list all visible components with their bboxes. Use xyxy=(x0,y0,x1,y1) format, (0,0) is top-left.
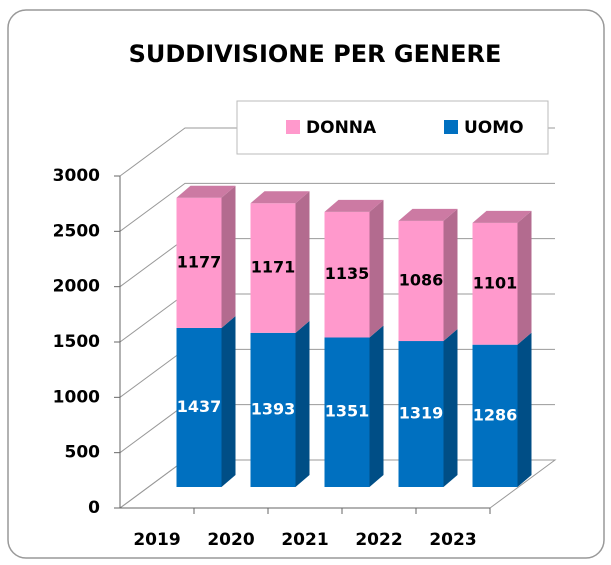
bar-side xyxy=(517,332,532,487)
data-label: 1086 xyxy=(399,270,444,289)
x-tick-label: 2019 xyxy=(133,530,180,550)
bar-front xyxy=(324,337,370,487)
bar-top xyxy=(324,199,384,212)
bar xyxy=(398,329,458,487)
bar xyxy=(250,320,310,487)
y-tick-label: 2000 xyxy=(53,277,100,297)
bar-side xyxy=(517,210,532,345)
data-label: 1171 xyxy=(251,258,296,277)
legend-items: DONNA UOMO xyxy=(286,118,524,138)
data-label: 1135 xyxy=(325,264,370,283)
x-tick-label: 2022 xyxy=(355,530,402,550)
y-tick-label: 2500 xyxy=(53,221,100,241)
bar-front xyxy=(472,222,518,345)
bar-front xyxy=(472,344,518,487)
data-label: 1177 xyxy=(177,252,222,271)
y-tick-label: 0 xyxy=(88,498,100,518)
bar-top xyxy=(176,185,236,198)
y-tick-label: 3000 xyxy=(53,166,100,186)
data-label: 1393 xyxy=(251,399,296,418)
bar-top xyxy=(250,191,310,204)
bar-top xyxy=(472,210,532,223)
y-tick-label: 500 xyxy=(65,443,101,463)
bar xyxy=(472,332,532,487)
data-label: 1351 xyxy=(325,402,370,421)
chart-title: SUDDIVISIONE PER GENERE xyxy=(129,40,502,68)
bar-front xyxy=(398,220,444,342)
y-tick-label: 1000 xyxy=(53,387,100,407)
grid-line xyxy=(119,182,555,232)
bar xyxy=(250,191,310,333)
legend-swatch xyxy=(286,120,300,134)
legend-swatch xyxy=(444,120,458,134)
bar-side xyxy=(369,325,384,487)
bar-front xyxy=(324,211,370,338)
bar-side xyxy=(443,208,458,342)
x-tick-label: 2023 xyxy=(429,530,476,550)
bar xyxy=(324,325,384,487)
bar-side xyxy=(221,315,236,487)
y-tick-label: 1500 xyxy=(53,332,100,352)
bar-front xyxy=(250,332,296,487)
bar xyxy=(176,185,236,328)
x-tick-label: 2020 xyxy=(207,530,254,550)
data-label: 1101 xyxy=(473,273,518,292)
x-tick-label: 2021 xyxy=(281,530,328,550)
bar-side xyxy=(369,199,384,338)
bar-top xyxy=(398,208,458,221)
data-label: 1319 xyxy=(399,404,444,423)
bar-front xyxy=(176,327,222,487)
bar-side xyxy=(443,329,458,487)
bar-front xyxy=(250,203,296,333)
data-label: 1437 xyxy=(177,397,222,416)
bar-side xyxy=(221,185,236,328)
bar-front xyxy=(398,341,444,487)
bar xyxy=(472,210,532,345)
bars: 1437 1177 1393 1171 1351 1135 1319 1086 1286 1101 xyxy=(176,185,532,487)
bar-side xyxy=(295,320,310,487)
data-label: 1286 xyxy=(473,405,518,424)
bar xyxy=(176,315,236,487)
bar-side xyxy=(295,191,310,333)
legend-label: DONNA xyxy=(306,118,377,138)
bar xyxy=(398,208,458,342)
bar xyxy=(324,199,384,338)
bar-front xyxy=(176,197,222,328)
legend-label: UOMO xyxy=(464,118,524,138)
